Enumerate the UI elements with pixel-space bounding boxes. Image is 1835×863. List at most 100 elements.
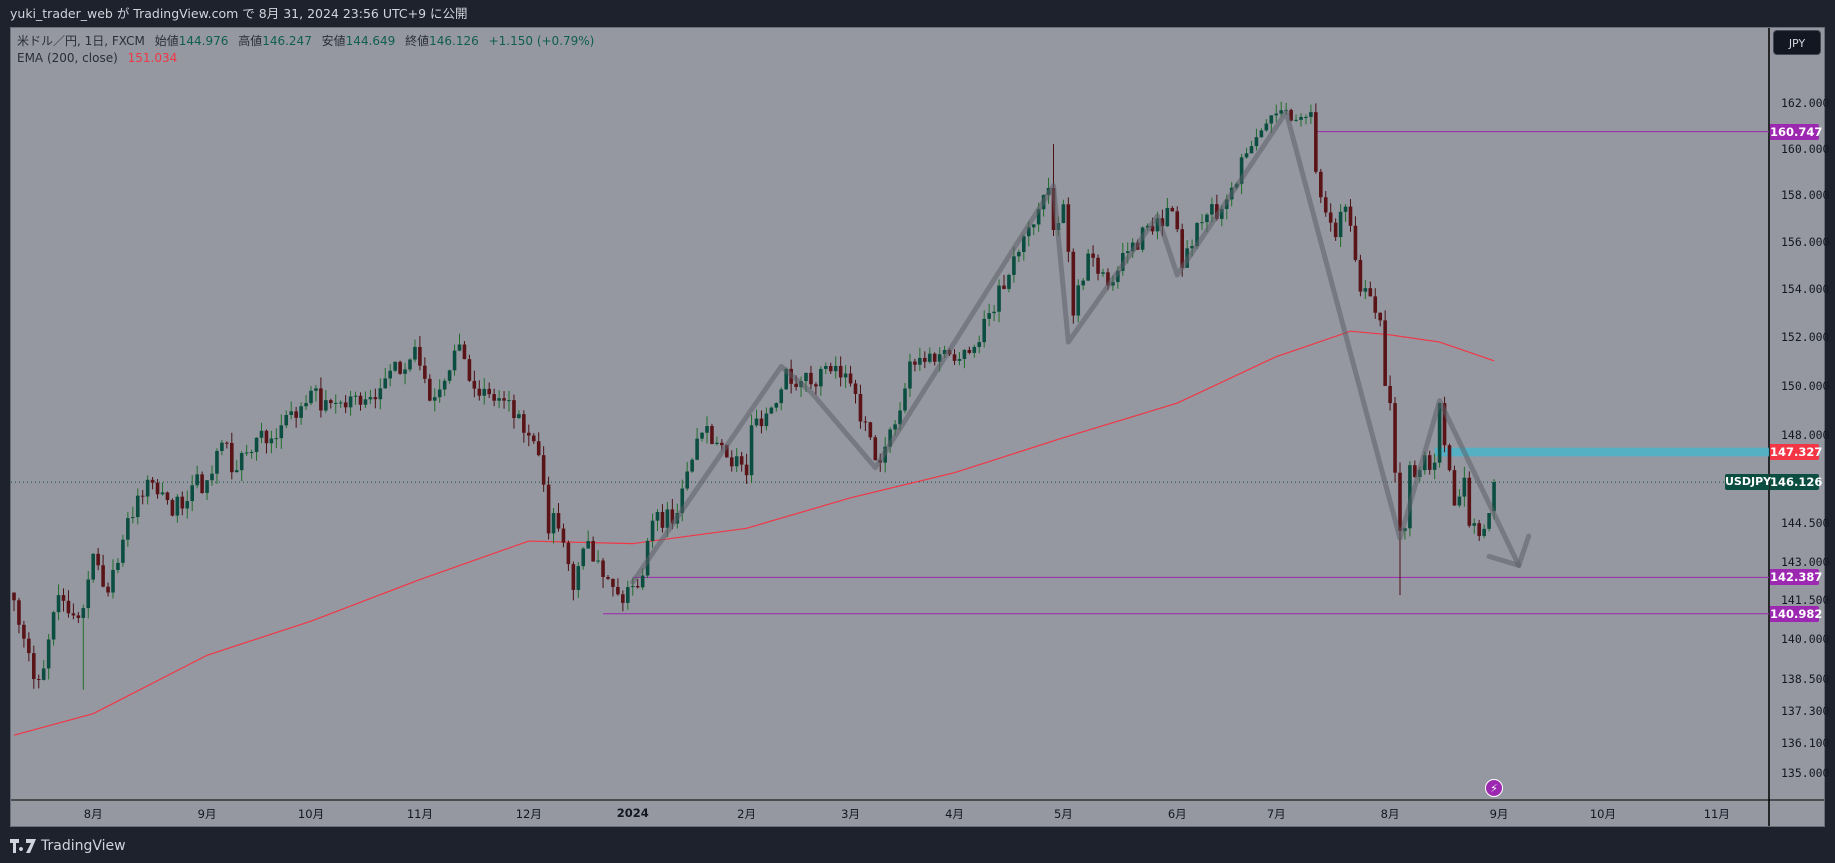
candle-body (522, 414, 526, 433)
candle-body (259, 430, 264, 438)
candle-body (1081, 280, 1085, 286)
candle-body (1155, 218, 1160, 232)
candle-body (1447, 445, 1452, 471)
currency-button[interactable]: JPY (1773, 30, 1821, 55)
candle-body (1289, 109, 1293, 121)
candle-body (1017, 251, 1021, 257)
candle-body (1274, 113, 1279, 116)
candle-body (606, 576, 610, 579)
month-tick-label: 3月 (841, 807, 860, 821)
candle-body (1279, 110, 1283, 114)
candle-body (32, 653, 36, 680)
candle-body (1452, 470, 1457, 506)
candle-body (576, 566, 581, 590)
candle-body (1363, 288, 1368, 292)
candle-body (977, 342, 982, 347)
candle-body (413, 346, 417, 360)
month-tick-label: 8月 (1380, 807, 1400, 821)
candle-body (1071, 251, 1076, 316)
candle-body (932, 353, 937, 362)
candle-body (324, 400, 328, 411)
price-tick-label: 136.100 (1781, 736, 1830, 751)
candle-body (700, 432, 704, 439)
candle-body (1022, 236, 1026, 252)
candle-body (1220, 208, 1224, 219)
zigzag-trend-drawing (630, 109, 1522, 585)
candle-body (12, 592, 16, 601)
tradingview-logo[interactable]: TradingView (10, 838, 126, 854)
candle-body (779, 389, 784, 404)
candle-body (284, 414, 289, 426)
symbol-description[interactable]: 米ドル／円, 1日, FXCM (17, 34, 145, 48)
candle-body (234, 470, 239, 473)
lightning-event-icon[interactable]: ⚡ (1485, 779, 1503, 797)
candle-body (27, 638, 31, 654)
candle-body (942, 350, 947, 355)
candle-body (1378, 312, 1382, 321)
candle-body (1309, 112, 1313, 117)
candle-body (1462, 477, 1467, 497)
candle-body (982, 318, 986, 343)
candle-body (487, 388, 491, 395)
horizontal-line-price-label: 142.387 (1770, 569, 1823, 586)
month-tick-label: 10月 (297, 807, 325, 821)
candle-body (1180, 229, 1184, 268)
candle-body (116, 562, 120, 570)
candle-body (1210, 204, 1214, 215)
candle-body (507, 400, 511, 402)
candle-body (210, 473, 214, 481)
candle-body (497, 398, 501, 401)
candle-body (368, 397, 373, 400)
candle-body (754, 418, 759, 426)
candle-body (140, 495, 145, 497)
candle-body (51, 612, 56, 640)
candle-body (923, 357, 927, 362)
candle-body (749, 425, 754, 476)
candle-body (1195, 222, 1199, 247)
candle-body (86, 579, 91, 609)
candle-body (289, 411, 293, 415)
candle-body (418, 346, 422, 366)
candle-body (952, 354, 957, 361)
candle-body (616, 586, 620, 595)
candle-body (383, 378, 388, 389)
candle-body (1205, 214, 1209, 223)
candle-body (665, 509, 670, 528)
candle-body (833, 365, 838, 372)
candle-body (888, 429, 892, 447)
candle-body (1348, 206, 1353, 226)
candle-body (705, 426, 709, 433)
month-tick-label: 4月 (945, 807, 964, 821)
candle-body (630, 586, 635, 588)
candle-body (388, 370, 392, 379)
candle-body (517, 414, 521, 419)
candle-body (744, 464, 749, 476)
close-value: 146.126 (429, 34, 479, 48)
candle-body (611, 578, 615, 587)
candle-body (314, 388, 318, 391)
candle-body (46, 639, 51, 669)
candle-body (76, 615, 81, 618)
open-value: 144.976 (178, 34, 229, 48)
candle-body (1076, 285, 1081, 316)
candle-body (725, 445, 729, 458)
month-tick-label: 12月 (515, 807, 542, 821)
month-tick-label: 8月 (83, 807, 103, 821)
candle-body (635, 586, 640, 588)
candle-body (957, 358, 962, 361)
candle-body (71, 613, 76, 616)
candle-body (432, 397, 437, 401)
ema-label[interactable]: EMA (200, close) (17, 51, 118, 65)
candle-body (1249, 146, 1254, 154)
candle-body (185, 501, 190, 509)
candle-body (81, 608, 86, 618)
price-tick-label: 148.000 (1781, 428, 1830, 443)
candle-body (195, 474, 199, 486)
candle-body (927, 353, 932, 362)
price-tick-label: 156.000 (1781, 234, 1830, 249)
ema-row: EMA (200, close) 151.034 (17, 50, 600, 67)
tradingview-logo-icon (10, 839, 36, 853)
chart-panel[interactable] (10, 27, 1825, 827)
candle-body (1244, 153, 1249, 158)
